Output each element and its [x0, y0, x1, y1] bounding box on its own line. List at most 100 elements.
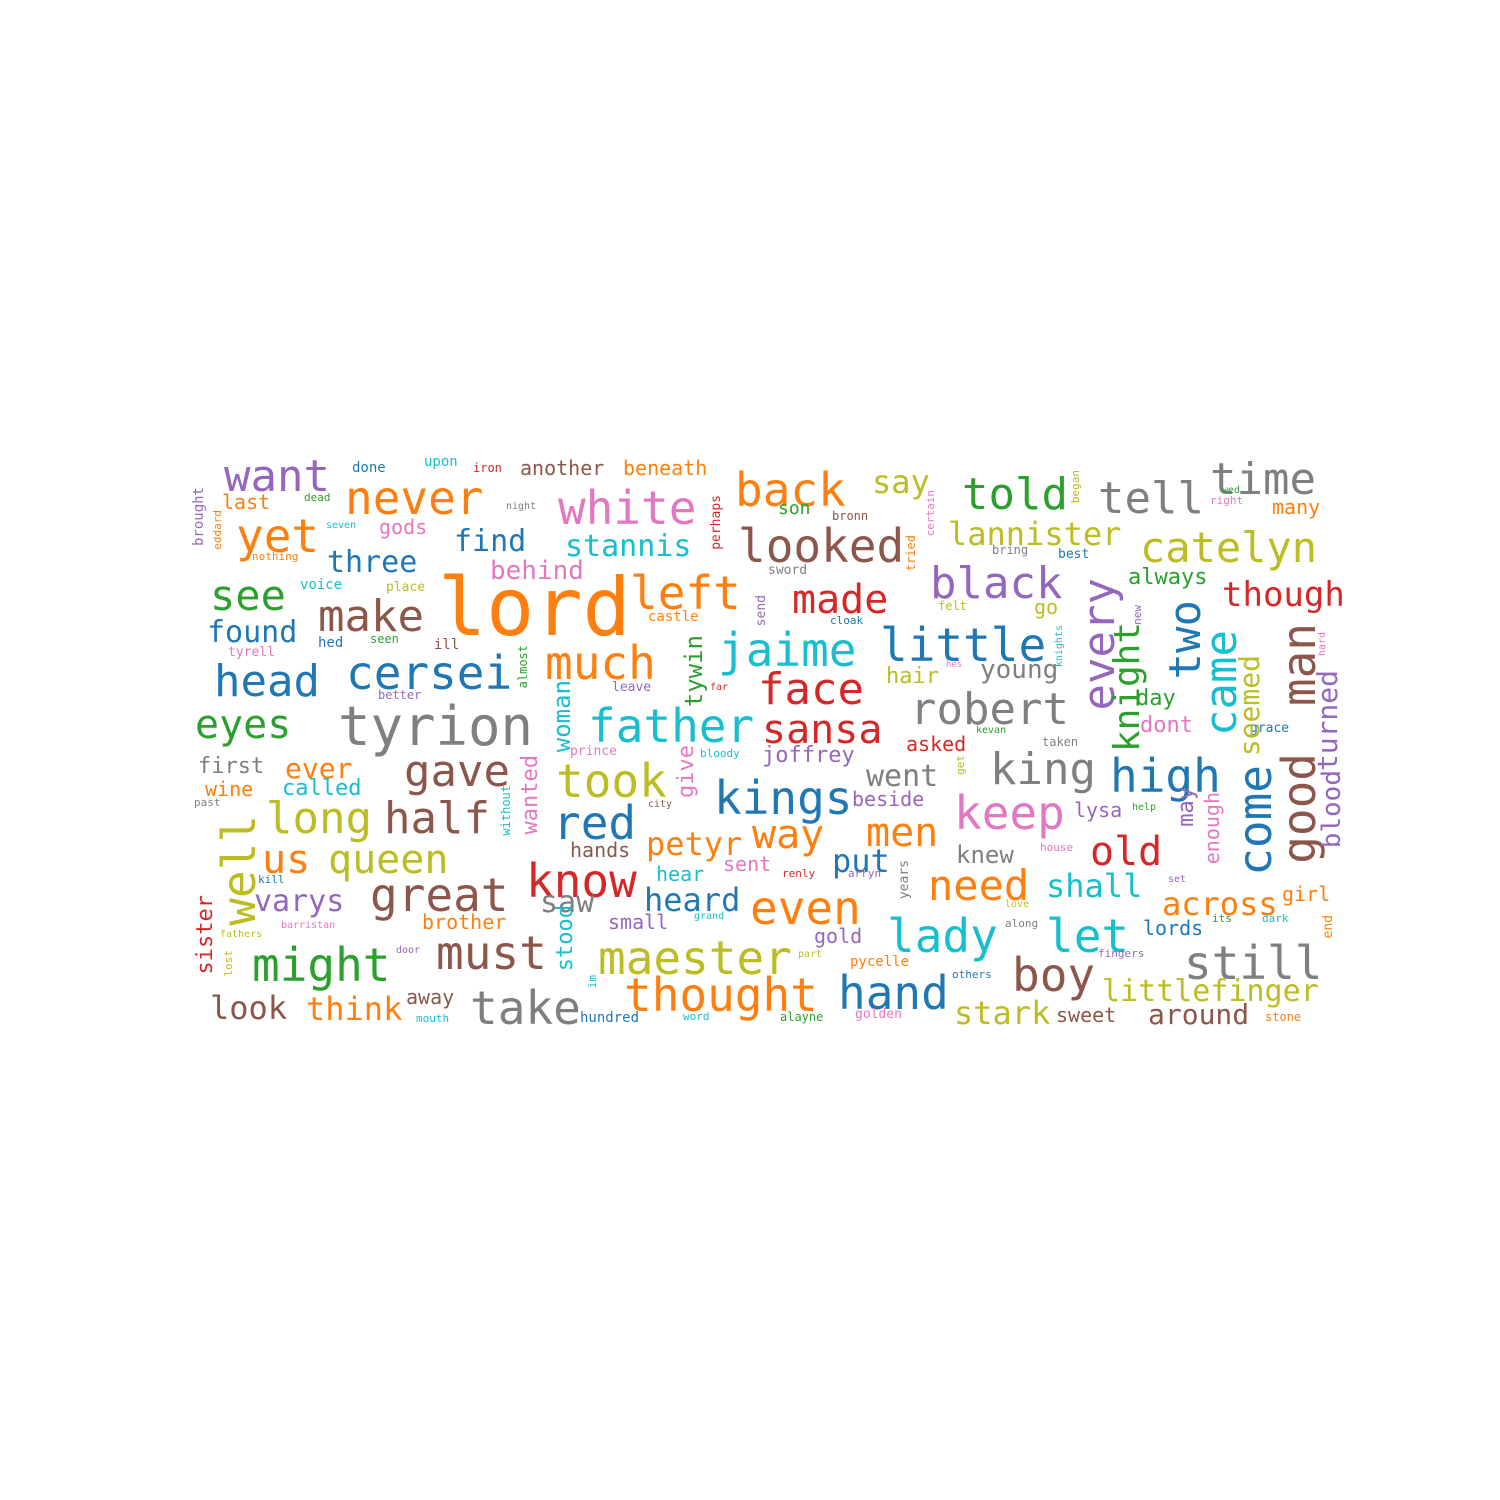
word-seen: seen	[370, 633, 399, 645]
word-girl: girl	[1282, 884, 1330, 904]
word-face: face	[758, 668, 864, 712]
word-end: end	[1322, 915, 1335, 938]
word-felt: felt	[938, 600, 967, 612]
word-gods: gods	[379, 517, 427, 537]
word-wed: wed	[1222, 486, 1240, 496]
word-catelyn: catelyn	[1140, 527, 1317, 569]
word-called: called	[282, 778, 361, 800]
word-lords: lords	[1143, 918, 1203, 938]
word-word: word	[683, 1011, 710, 1022]
word-see: see	[210, 575, 286, 617]
word-upon: upon	[424, 455, 458, 469]
word-hair: hair	[886, 666, 939, 688]
word-certain: certain	[925, 490, 936, 536]
word-told: told	[962, 473, 1068, 517]
word-looked: looked	[738, 523, 904, 569]
word-come: come	[1232, 765, 1278, 876]
word-without: without	[500, 785, 512, 836]
word-love: love	[1005, 900, 1029, 910]
word-think: think	[306, 993, 402, 1025]
word-enough: enough	[1202, 792, 1222, 864]
word-fathers: fathers	[220, 930, 262, 940]
word-look: look	[210, 992, 287, 1024]
word-im: im	[587, 975, 598, 988]
word-house: house	[1040, 842, 1073, 853]
word-knight: knight	[1110, 622, 1146, 752]
word-long: long	[266, 797, 372, 841]
word-stone: stone	[1265, 1011, 1301, 1023]
word-barristan: barristan	[281, 921, 335, 931]
word-golden: golden	[855, 1008, 902, 1021]
word-iron: iron	[473, 462, 502, 474]
word-pycelle: pycelle	[850, 955, 909, 969]
word-began: began	[1070, 470, 1081, 503]
word-son: son	[778, 500, 811, 518]
word-brought: brought	[192, 487, 206, 546]
word-seven: seven	[326, 521, 356, 531]
word-find: find	[454, 527, 526, 557]
word-dead: dead	[304, 492, 331, 503]
word-half: half	[384, 797, 490, 841]
word-say: say	[872, 466, 930, 498]
word-seemed: seemed	[1236, 655, 1264, 756]
word-woman: woman	[550, 680, 574, 752]
word-sent: sent	[723, 854, 771, 874]
word-almost: almost	[517, 645, 529, 688]
word-young: young	[980, 657, 1058, 683]
word-always: always	[1128, 567, 1207, 589]
word-asked: asked	[906, 734, 966, 754]
word-mouth: mouth	[416, 1013, 449, 1024]
word-ill: ill	[434, 638, 459, 652]
word-hear: hear	[656, 864, 704, 884]
word-many: many	[1272, 497, 1320, 517]
word-kevan: kevan	[976, 726, 1006, 736]
word-knights: knights	[1055, 625, 1065, 667]
word-lost: lost	[223, 950, 234, 977]
word-hes: hes	[946, 661, 962, 670]
word-varys: varys	[254, 887, 344, 917]
word-sweet: sweet	[1056, 1005, 1116, 1025]
word-tywin: tywin	[682, 635, 706, 707]
word-brother: brother	[422, 912, 506, 932]
word-door: door	[396, 946, 420, 956]
word-along: along	[1005, 918, 1038, 929]
word-hed: hed	[318, 636, 343, 650]
word-last: last	[222, 492, 270, 512]
word-dark: dark	[1262, 913, 1289, 924]
word-best: best	[1058, 548, 1089, 561]
word-may: may	[1176, 787, 1198, 827]
word-knew: knew	[956, 843, 1014, 867]
word-cloak: cloak	[830, 615, 863, 626]
word-perhaps: perhaps	[710, 495, 723, 550]
word-done: done	[352, 461, 386, 475]
word-voice: voice	[300, 578, 342, 592]
word-grand: grand	[694, 912, 724, 922]
word-might: might	[252, 942, 390, 988]
word-gold: gold	[814, 926, 862, 946]
word-keep: keep	[954, 790, 1065, 836]
word-white: white	[558, 485, 696, 531]
word-away: away	[406, 987, 454, 1007]
word-hard: hard	[1318, 632, 1328, 656]
word-send: send	[755, 595, 768, 626]
word-lannister: lannister	[948, 518, 1121, 550]
word-wanted: wanted	[520, 755, 542, 834]
word-turned: turned	[1314, 670, 1342, 771]
word-part: part	[798, 950, 822, 960]
word-behind: behind	[490, 558, 584, 584]
word-old: old	[1090, 832, 1162, 872]
word-go: go	[1034, 597, 1058, 617]
word-take: take	[470, 985, 581, 1031]
word-renly: renly	[782, 868, 815, 879]
word-eyes: eyes	[195, 705, 291, 745]
word-years: years	[898, 860, 911, 899]
word-help: help	[1132, 803, 1156, 813]
word-head: head	[214, 660, 320, 704]
word-taken: taken	[1042, 736, 1078, 748]
word-father: father	[588, 703, 754, 749]
word-others: others	[952, 969, 992, 980]
word-way: way	[752, 815, 824, 855]
word-castle: castle	[648, 610, 699, 624]
word-prince: prince	[570, 745, 617, 758]
